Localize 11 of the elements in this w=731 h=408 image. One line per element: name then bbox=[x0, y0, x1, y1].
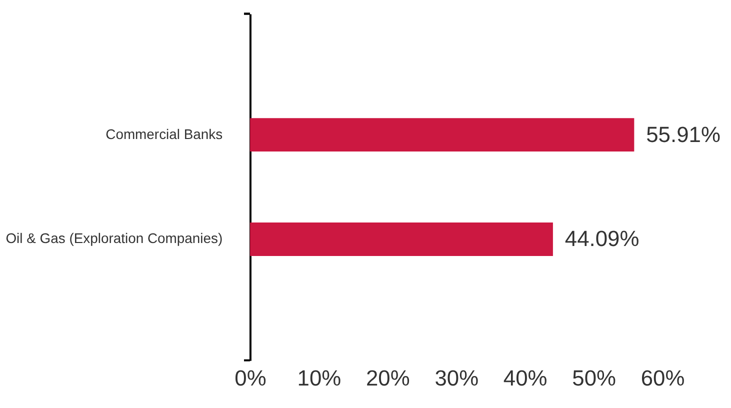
x-tick-label: 30% bbox=[434, 366, 479, 391]
x-tick-label: 60% bbox=[640, 366, 685, 391]
data-label: 44.09% bbox=[564, 226, 640, 252]
x-tick-label: 20% bbox=[366, 366, 410, 391]
x-tick-label: 0% bbox=[234, 366, 266, 391]
data-label: 55.91% bbox=[646, 122, 720, 147]
x-tick-label: 40% bbox=[503, 366, 548, 391]
y-tick-label: Commercial Banks bbox=[106, 126, 223, 142]
y-tick-label: Oil & Gas (Exploration Companies) bbox=[6, 230, 223, 246]
x-tick-label: 50% bbox=[572, 366, 616, 391]
x-tick-label: 10% bbox=[297, 366, 342, 391]
